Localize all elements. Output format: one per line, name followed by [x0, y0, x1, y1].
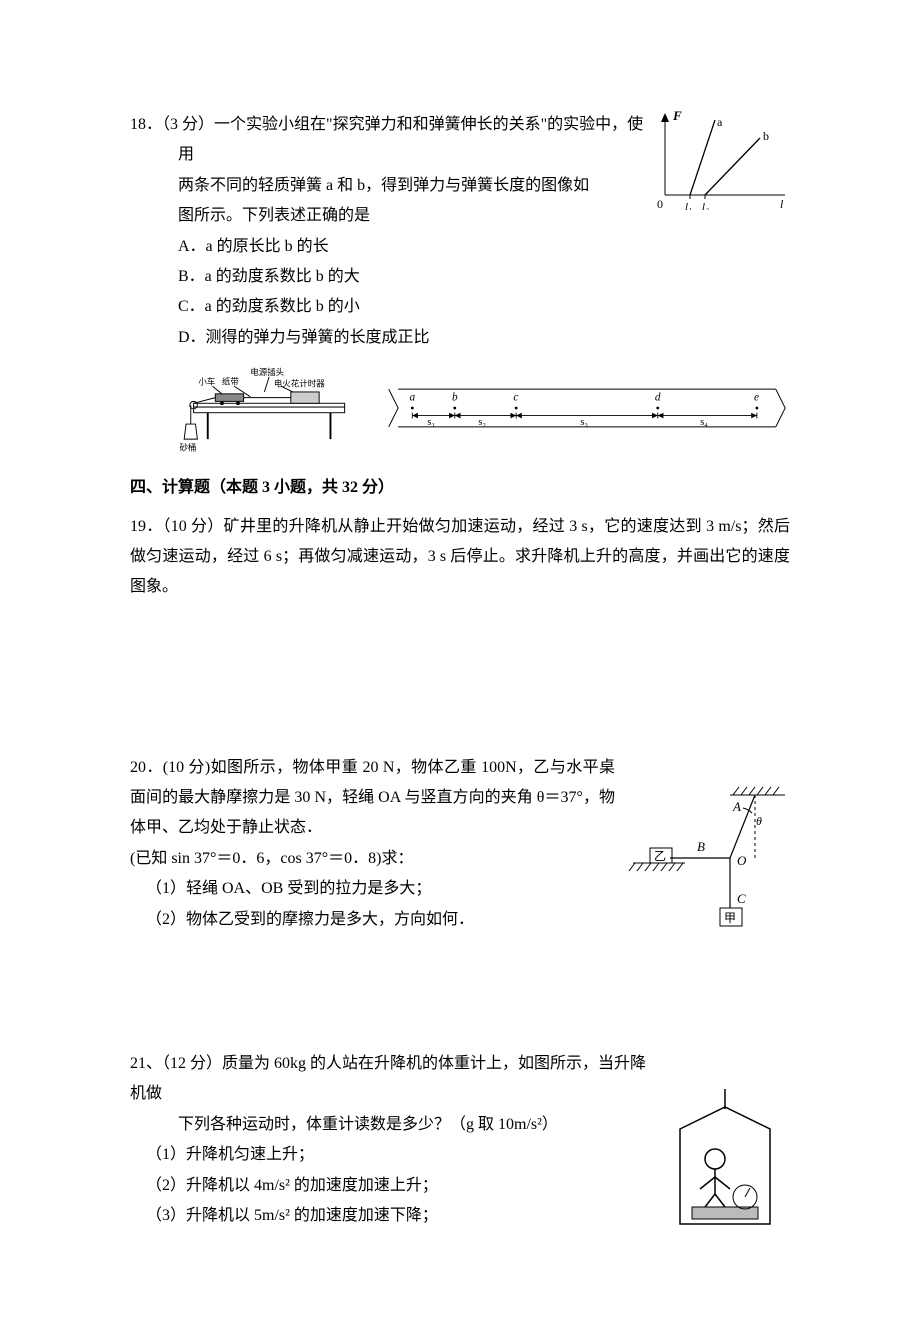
svg-text:s₁: s₁ — [428, 417, 436, 428]
svg-text:d: d — [655, 392, 661, 404]
q20-number: 20． — [130, 759, 163, 776]
svg-text:C: C — [737, 891, 746, 906]
svg-text:c: c — [513, 392, 518, 404]
q18-graph: F l 0 a b l₁ l₂ — [655, 110, 790, 221]
svg-text:纸带: 纸带 — [222, 377, 239, 387]
q20-figure: A θ O B 乙 C — [625, 783, 790, 959]
q20-points: (10 分) — [163, 759, 210, 776]
svg-text:e: e — [754, 392, 759, 404]
q21-number: 21、 — [130, 1055, 162, 1072]
q18-points: （3 分） — [162, 116, 214, 133]
q18-stem1: 一个实验小组在"探究弹力和和弹簧伸长的关系"的实验中，使用 — [178, 116, 643, 163]
svg-text:θ: θ — [756, 814, 762, 828]
svg-text:a: a — [410, 392, 416, 404]
svg-text:s₂: s₂ — [478, 417, 486, 428]
question-20: A θ O B 乙 C — [130, 753, 790, 959]
q18-option-a: A．a 的原长比 b 的长 — [178, 232, 790, 262]
tape-figure: a b c d e s₁ s₂ s₃ — [384, 378, 790, 438]
svg-text:甲: 甲 — [724, 911, 736, 925]
axis-l-label: l — [780, 197, 784, 210]
q18-option-c: C．a 的劲度系数比 b 的小 — [178, 292, 790, 322]
svg-text:小车: 小车 — [198, 377, 215, 387]
svg-text:B: B — [697, 839, 705, 854]
q19-points: （10 分） — [163, 518, 224, 535]
origin-label: 0 — [657, 197, 663, 210]
q19-stem: 矿井里的升降机从静止开始做匀加速运动，经过 3 s，它的速度达到 3 m/s；然… — [130, 518, 790, 596]
svg-text:b: b — [452, 392, 458, 404]
line-b-label: b — [763, 129, 769, 143]
q18-number: 18． — [130, 116, 162, 133]
apparatus-figure: 电源插头 小车 纸带 电火花计时器 — [170, 363, 354, 453]
q18-figures: 电源插头 小车 纸带 电火花计时器 — [170, 363, 790, 453]
section-4-header: 四、计算题（本题 3 小题，共 32 分） — [130, 473, 790, 503]
line-a-label: a — [717, 115, 723, 129]
svg-text:s₄: s₄ — [700, 417, 708, 428]
q18-option-b: B．a 的劲度系数比 b 的大 — [178, 262, 790, 292]
svg-text:乙: 乙 — [654, 849, 666, 863]
question-19: 19．（10 分）矿井里的升降机从静止开始做匀加速运动，经过 3 s，它的速度达… — [130, 512, 790, 603]
svg-text:砂桶: 砂桶 — [179, 443, 196, 453]
q18-option-d: D．测得的弹力与弹簧的长度成正比 — [178, 323, 790, 353]
q21-points: （12 分） — [162, 1055, 222, 1072]
q19-number: 19． — [130, 518, 163, 535]
question-18: F l 0 a b l₁ l₂ 18．（3 分）一个实验小组在"探究弹力和和弹簧… — [130, 110, 790, 453]
svg-text:s₃: s₃ — [580, 417, 588, 428]
l1-label: l₁ — [685, 201, 692, 210]
question-21: 21、（12 分）质量为 60kg 的人站在升降机的体重计上，如图所示，当升降机… — [130, 1049, 790, 1250]
q21-figure — [660, 1089, 790, 1250]
svg-text:电源插头: 电源插头 — [250, 367, 284, 377]
l2-label: l₂ — [702, 201, 709, 210]
axis-f-label: F — [672, 110, 682, 123]
svg-text:O: O — [737, 853, 747, 868]
svg-text:A: A — [732, 799, 741, 814]
